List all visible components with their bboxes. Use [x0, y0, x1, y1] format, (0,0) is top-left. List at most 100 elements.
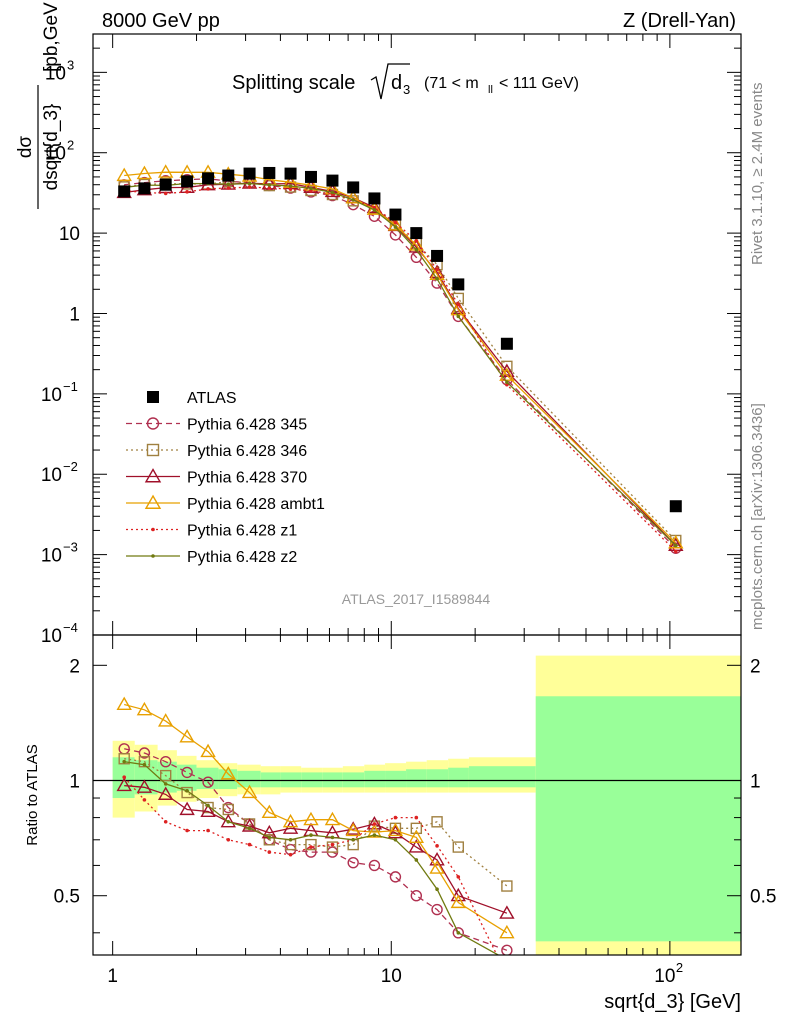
rivet-label: Rivet 3.1.10, ≥ 2.4M events [749, 83, 766, 266]
point-pythia-6-428-z2-4 [206, 803, 210, 808]
series-pythia-6-428-345 [118, 743, 513, 955]
legend: ATLAS Pythia 6.428 345 Pythia 6.428 346 Pyt… [126, 390, 325, 566]
legend-label-pythia-6-428-z2: Pythia 6.428 z2 [187, 549, 297, 566]
ratio-y-tick-label-left: 2 [69, 656, 80, 677]
point-pythia-6-428-z1-12 [372, 822, 377, 826]
title-range-b: < 111 GeV) [499, 75, 579, 92]
band-stat-7 [260, 772, 281, 788]
point-pythia-6-428-z2-0 [122, 759, 126, 764]
point-pythia-6-428-346-4 [202, 801, 214, 814]
point-pythia-6-428-z2-16 [456, 931, 461, 935]
point-pythia-6-428-ambt1-13 [387, 822, 404, 837]
point-pythia-6-428-z1-6 [247, 185, 252, 189]
point-pythia-6-428-z2-7 [267, 835, 272, 840]
point-atlas-3 [181, 175, 194, 188]
x-tick-label: 10 [654, 966, 675, 987]
point-pythia-6-428-ambt1-4 [200, 743, 216, 758]
point-pythia-6-428-z1-7 [267, 850, 272, 854]
point-pythia-6-428-ambt1-3 [179, 728, 195, 743]
main-y-axis-label: dσ dsqrt{d_3} [pb,GeV -1 ] [15, 2, 62, 209]
point-pythia-6-428-346-15 [431, 816, 443, 828]
y-tick-label-exponent: −3 [63, 540, 78, 555]
point-pythia-6-428-ambt1-10 [324, 811, 341, 826]
point-pythia-6-428-z1-13 [393, 220, 398, 225]
point-atlas-18 [669, 500, 682, 513]
point-pythia-6-428-346-1 [138, 755, 151, 768]
legend-item-pythia-6-428-z1: Pythia 6.428 z1 [126, 523, 297, 540]
point-pythia-6-428-z1-5 [226, 186, 231, 190]
point-atlas-2 [159, 178, 172, 191]
header-left: 8000 GeV pp [102, 10, 220, 32]
point-atlas-0 [118, 185, 131, 198]
point-atlas-11 [347, 181, 360, 194]
point-pythia-6-428-z2-13 [393, 837, 398, 842]
point-pythia-6-428-345-15 [431, 903, 443, 916]
y-tick-label: 10 [59, 224, 80, 245]
point-pythia-6-428-346-9 [305, 838, 317, 851]
band-stat-17 [468, 766, 536, 788]
x-axis-label: sqrt{d_3} [GeV] [604, 991, 741, 1013]
header-right: Z (Drell-Yan) [623, 10, 736, 32]
point-pythia-6-428-ambt1-11 [345, 190, 361, 204]
point-pythia-6-428-345-3 [181, 766, 193, 779]
point-pythia-6-428-370-8 [282, 820, 299, 834]
main-plot [116, 164, 684, 554]
point-atlas-10 [326, 174, 339, 187]
ratio-y-tick-label-right: 0.5 [750, 887, 776, 908]
point-pythia-6-428-ambt1-5 [220, 766, 236, 780]
point-pythia-6-428-370-1 [136, 779, 153, 793]
point-pythia-6-428-345-13 [389, 871, 402, 883]
point-pythia-6-428-346-7 [263, 834, 276, 846]
analysis-watermark: ATLAS_2017_I1589844 [342, 591, 491, 607]
legend-label-pythia-6-428-ambt1: Pythia 6.428 ambt1 [187, 496, 325, 513]
legend-label-atlas: ATLAS [187, 390, 237, 407]
point-pythia-6-428-z1-4 [206, 187, 210, 191]
y-tick-label: 10 [45, 144, 66, 165]
point-pythia-6-428-z2-8 [288, 837, 293, 842]
point-pythia-6-428-z2-7 [267, 183, 272, 187]
point-pythia-6-428-z1-16 [456, 302, 461, 307]
title-sub3: 3 [403, 82, 410, 97]
title-main: Splitting scale [232, 72, 355, 94]
point-atlas-8 [284, 167, 297, 180]
legend-marker-pythia-6-428-ambt1 [144, 494, 162, 509]
point-pythia-6-428-346-0 [118, 753, 130, 765]
band-stat-6 [237, 770, 261, 788]
legend-label-pythia-6-428-370: Pythia 6.428 370 [187, 470, 307, 487]
band-stat-12 [364, 770, 386, 788]
point-atlas-13 [389, 208, 402, 221]
point-pythia-6-428-ambt1-8 [282, 813, 299, 828]
y-tick-label-exponent: −4 [63, 620, 78, 635]
point-pythia-6-428-z2-17 [505, 380, 509, 384]
series-pythia-6-428-ambt1 [116, 696, 515, 939]
band-stat-2 [157, 761, 177, 793]
legend-marker-pythia-6-428-346 [146, 443, 160, 457]
legend-item-pythia-6-428-370: Pythia 6.428 370 [126, 468, 307, 487]
point-pythia-6-428-370-17 [499, 905, 515, 919]
point-pythia-6-428-346-2 [159, 769, 172, 782]
point-pythia-6-428-ambt1-2 [157, 164, 174, 178]
title-d: d [391, 72, 402, 94]
point-pythia-6-428-z1-13 [393, 815, 398, 820]
point-atlas-4 [202, 172, 215, 185]
ratio-plot-frame [92, 634, 742, 956]
point-pythia-6-428-z1-4 [206, 828, 210, 833]
point-pythia-6-428-345-12 [368, 859, 381, 872]
point-pythia-6-428-345-14 [410, 890, 423, 902]
point-pythia-6-428-z2-1 [142, 762, 147, 767]
band-stat-15 [426, 769, 449, 788]
legend-item-pythia-6-428-346: Pythia 6.428 346 [126, 443, 307, 460]
point-pythia-6-428-z2-15 [435, 277, 439, 281]
point-atlas-12 [368, 192, 381, 205]
point-pythia-6-428-345-17 [501, 944, 513, 955]
legend-marker-pythia-6-428-370 [144, 468, 162, 483]
point-pythia-6-428-z1-9 [309, 845, 313, 849]
point-atlas-6 [243, 167, 256, 180]
title-range-a: (71 < m [424, 75, 479, 92]
point-pythia-6-428-370-3 [179, 801, 195, 816]
y-tick-label-exponent: 2 [67, 138, 74, 153]
y-tick-label: 10 [41, 546, 62, 567]
point-pythia-6-428-z2-2 [163, 782, 168, 786]
y-tick-label: 10 [45, 63, 66, 84]
